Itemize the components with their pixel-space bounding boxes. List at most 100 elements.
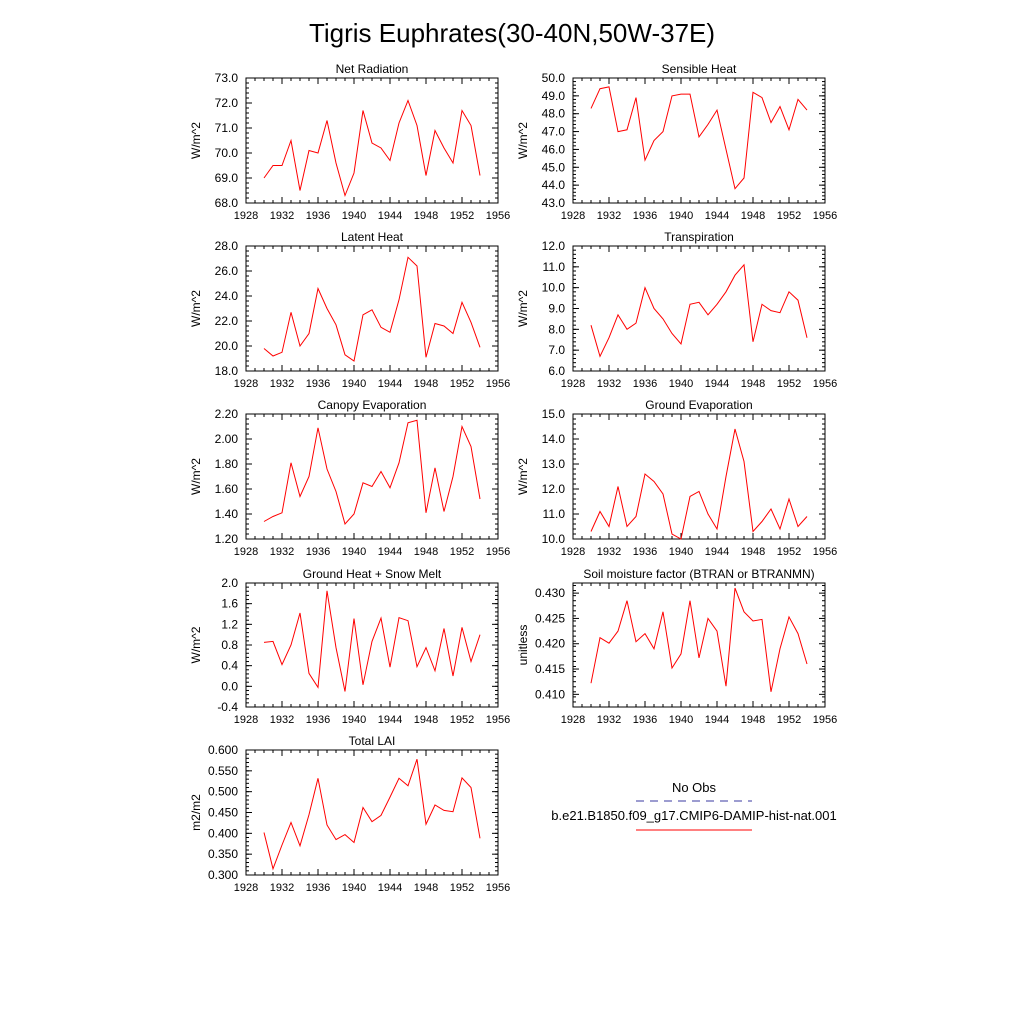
y-tick-label: 0.400 <box>208 826 238 840</box>
chart-panel: Soil moisture factor (BTRAN or BTRANMN) u… <box>516 567 837 726</box>
series-line <box>590 86 808 190</box>
y-tick-label: 45.0 <box>542 160 566 174</box>
y-axis-label: W/m^2 <box>516 122 530 159</box>
y-tick-label: 72.0 <box>215 96 239 110</box>
panel-title: Latent Heat <box>341 230 404 244</box>
chart-panel: Latent Heat W/m^2 1928 1932 1936 1940 1944 1948… <box>189 230 510 390</box>
panel-title: Ground Heat + Snow Melt <box>303 567 442 581</box>
y-tick-label: 44.0 <box>542 178 566 192</box>
y-axis-label: m2/m2 <box>189 794 203 831</box>
x-tick-label: 1940 <box>342 546 366 558</box>
x-tick-label: 1944 <box>378 210 402 222</box>
x-tick-label: 1952 <box>450 714 474 726</box>
x-tick-label: 1928 <box>234 714 258 726</box>
x-tick-label: 1936 <box>633 546 657 558</box>
y-tick-label: 1.2 <box>221 617 238 631</box>
x-tick-label: 1952 <box>777 210 801 222</box>
x-tick-label: 1928 <box>234 882 258 894</box>
x-tick-label: 1948 <box>741 378 765 390</box>
x-tick-label: 1932 <box>270 378 294 390</box>
panel-title: Transpiration <box>664 230 734 244</box>
y-axis-label: W/m^2 <box>189 122 203 159</box>
x-tick-label: 1936 <box>306 210 330 222</box>
x-tick-label: 1932 <box>270 882 294 894</box>
y-tick-label: 6.0 <box>548 364 565 378</box>
y-tick-label: 48.0 <box>542 107 566 121</box>
x-tick-label: 1944 <box>705 378 729 390</box>
y-tick-label: 9.0 <box>548 302 565 316</box>
x-tick-label: 1936 <box>306 378 330 390</box>
y-axis-label: W/m^2 <box>516 290 530 327</box>
x-tick-label: 1936 <box>306 714 330 726</box>
x-tick-label: 1932 <box>597 714 621 726</box>
y-tick-label: 2.00 <box>215 432 239 446</box>
x-tick-label: 1948 <box>741 546 765 558</box>
x-tick-label: 1932 <box>597 546 621 558</box>
y-tick-label: 0.300 <box>208 868 238 882</box>
y-tick-label: 1.20 <box>215 532 239 546</box>
x-tick-label: 1952 <box>450 210 474 222</box>
y-tick-label: 43.0 <box>542 196 566 210</box>
y-tick-label: 1.6 <box>221 597 238 611</box>
x-tick-label: 1940 <box>342 378 366 390</box>
plot-frame <box>245 77 499 204</box>
plot-frame <box>572 582 826 708</box>
x-tick-label: 1940 <box>342 210 366 222</box>
plot-frame <box>572 245 826 372</box>
x-tick-label: 1932 <box>597 210 621 222</box>
x-tick-label: 1956 <box>486 714 510 726</box>
y-tick-label: 8.0 <box>548 322 565 336</box>
x-tick-label: 1936 <box>306 546 330 558</box>
y-tick-label: 0.430 <box>535 586 565 600</box>
series-line <box>590 263 808 358</box>
y-tick-label: 0.4 <box>221 659 238 673</box>
y-tick-label: 20.0 <box>215 339 239 353</box>
x-tick-label: 1928 <box>561 714 585 726</box>
panel-title: Sensible Heat <box>662 62 737 76</box>
y-tick-label: 68.0 <box>215 196 239 210</box>
x-tick-label: 1944 <box>378 378 402 390</box>
x-tick-label: 1944 <box>705 546 729 558</box>
y-tick-label: 2.0 <box>221 576 238 590</box>
panel-title: Ground Evaporation <box>645 398 752 412</box>
y-axis-label: W/m^2 <box>189 290 203 327</box>
figure-title: Tigris Euphrates(30-40N,50W-37E) <box>309 18 715 48</box>
panels: Net Radiation W/m^2 1928 1932 1936 1940 1944 19… <box>189 62 837 894</box>
x-tick-label: 1940 <box>669 378 693 390</box>
x-tick-label: 1932 <box>270 714 294 726</box>
x-tick-label: 1944 <box>378 714 402 726</box>
x-tick-label: 1952 <box>777 378 801 390</box>
panel-title: Canopy Evaporation <box>318 398 427 412</box>
y-tick-label: 0.425 <box>535 611 565 625</box>
y-tick-label: 0.500 <box>208 785 238 799</box>
series-line <box>263 99 481 198</box>
y-tick-label: 47.0 <box>542 125 566 139</box>
y-axis-label: W/m^2 <box>516 458 530 495</box>
y-axis-label: W/m^2 <box>189 626 203 663</box>
x-tick-label: 1928 <box>561 546 585 558</box>
y-axis-label: unitless <box>516 625 530 666</box>
y-tick-label: 1.40 <box>215 507 239 521</box>
y-tick-label: 12.0 <box>542 239 566 253</box>
y-tick-label: 14.0 <box>542 432 566 446</box>
y-tick-label: 10.0 <box>542 532 566 546</box>
y-tick-label: 1.60 <box>215 482 239 496</box>
x-tick-label: 1956 <box>813 378 837 390</box>
y-axis-label: W/m^2 <box>189 458 203 495</box>
series-line <box>263 590 481 692</box>
series-line <box>263 256 481 362</box>
y-tick-label: 69.0 <box>215 171 239 185</box>
x-tick-label: 1948 <box>414 882 438 894</box>
y-tick-label: 0.8 <box>221 638 238 652</box>
y-tick-label: 22.0 <box>215 314 239 328</box>
y-tick-label: 0.415 <box>535 662 565 676</box>
y-tick-label: 49.0 <box>542 89 566 103</box>
y-tick-label: 46.0 <box>542 142 566 156</box>
x-tick-label: 1948 <box>414 378 438 390</box>
y-tick-label: 15.0 <box>542 407 566 421</box>
legend-obs-label: No Obs <box>672 780 717 795</box>
y-tick-label: 1.80 <box>215 457 239 471</box>
x-tick-label: 1936 <box>306 882 330 894</box>
x-tick-label: 1932 <box>270 546 294 558</box>
